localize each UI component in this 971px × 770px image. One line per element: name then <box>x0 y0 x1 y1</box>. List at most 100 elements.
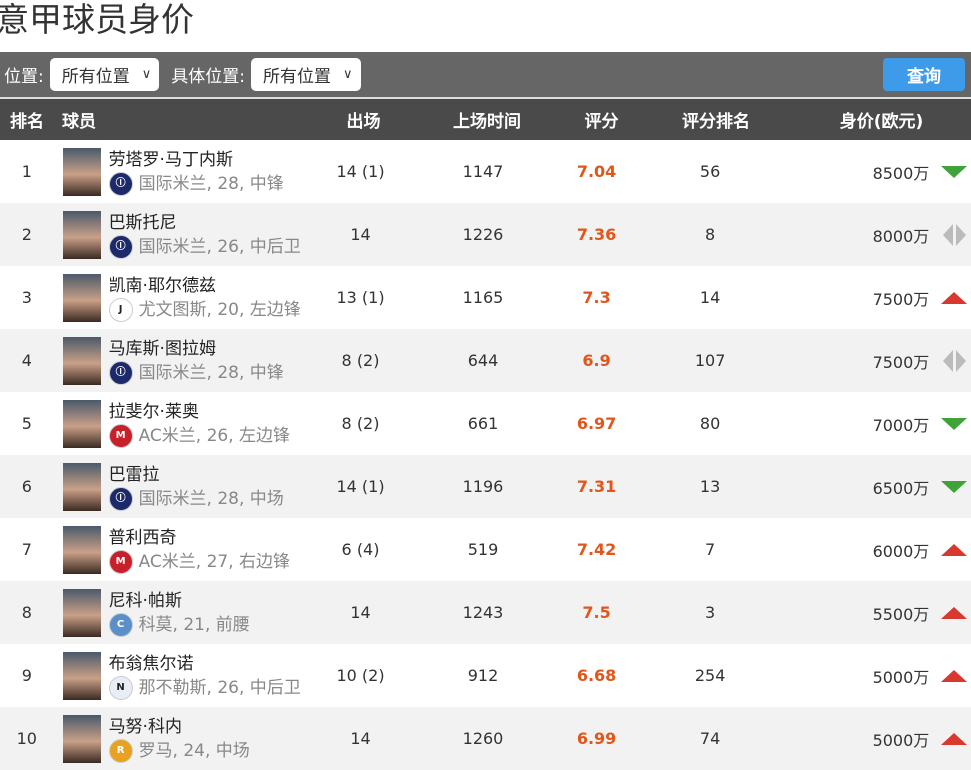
col-player[interactable]: 球员 <box>62 112 96 132</box>
trend-down-icon <box>941 480 968 493</box>
detail-position-select[interactable]: 所有位置 ∨ <box>250 58 361 91</box>
player-name[interactable]: 巴斯托尼 <box>108 212 177 233</box>
rating-rank: 13 <box>699 477 721 496</box>
table-body: 1 劳塔罗·马丁内斯 Ⓘ 国际米兰, 28, 中锋 14 (1) 1147 7.0… <box>0 140 971 770</box>
rating-rank: 56 <box>699 162 721 181</box>
player-photo <box>62 399 101 448</box>
rank: 1 <box>21 162 32 181</box>
trend-down-icon <box>941 417 968 430</box>
rank: 3 <box>21 288 32 307</box>
rating: 7.5 <box>582 603 611 622</box>
col-rank[interactable]: 排名 <box>10 112 44 132</box>
inter-logo-icon: Ⓘ <box>108 360 133 385</box>
appearances: 10 (2) <box>336 666 385 685</box>
filter-bar: 位置: 所有位置 ∨ 具体位置: 所有位置 ∨ 查询 <box>0 52 971 99</box>
rating-rank: 74 <box>699 729 721 748</box>
appearances: 8 (2) <box>341 351 380 370</box>
col-minutes[interactable]: 上场时间 <box>453 112 521 132</box>
roma-logo-icon: R <box>108 738 133 763</box>
detail-select-value: 所有位置 <box>262 67 331 87</box>
player-info: AC米兰, 27, 右边锋 <box>138 551 291 572</box>
market-value: 5000万 <box>872 730 930 750</box>
table-row[interactable]: 2 巴斯托尼 Ⓘ 国际米兰, 26, 中后卫 14 1226 7.36 8 800… <box>0 203 971 266</box>
table-row[interactable]: 5 拉斐尔·莱奥 M AC米兰, 26, 左边锋 8 (2) 661 6.97 8… <box>0 392 971 455</box>
player-name[interactable]: 普利西奇 <box>108 527 177 548</box>
table-row[interactable]: 10 马努·科内 R 罗马, 24, 中场 14 1260 6.99 74 500… <box>0 707 971 770</box>
page-title: 意甲球员身价 <box>0 0 194 39</box>
table-row[interactable]: 1 劳塔罗·马丁内斯 Ⓘ 国际米兰, 28, 中锋 14 (1) 1147 7.0… <box>0 140 971 203</box>
inter-logo-icon: Ⓘ <box>108 486 133 511</box>
appearances: 6 (4) <box>341 540 380 559</box>
player-name[interactable]: 巴雷拉 <box>108 464 160 485</box>
player-name[interactable]: 凯南·耶尔德兹 <box>108 275 216 296</box>
rank: 7 <box>21 540 32 559</box>
rating-rank: 14 <box>699 288 721 307</box>
player-info: 罗马, 24, 中场 <box>138 740 250 761</box>
detail-position-label: 具体位置: <box>171 67 245 87</box>
rating-rank: 80 <box>699 414 721 433</box>
appearances: 14 <box>350 225 371 244</box>
table-row[interactable]: 3 凯南·耶尔德兹 J 尤文图斯, 20, 左边锋 13 (1) 1165 7.3… <box>0 266 971 329</box>
player-photo <box>62 588 101 637</box>
appearances: 14 (1) <box>336 477 385 496</box>
player-cell: 巴斯托尼 Ⓘ 国际米兰, 26, 中后卫 <box>54 210 314 259</box>
player-photo <box>62 273 101 322</box>
rating: 7.3 <box>582 288 611 307</box>
appearances: 14 <box>350 729 371 748</box>
query-button[interactable]: 查询 <box>883 58 965 91</box>
col-rating[interactable]: 评分 <box>584 112 619 132</box>
minutes: 519 <box>467 540 499 559</box>
player-cell: 普利西奇 M AC米兰, 27, 右边锋 <box>54 525 314 574</box>
player-info: 国际米兰, 28, 中场 <box>138 488 284 509</box>
rating-rank: 8 <box>705 225 716 244</box>
milan-logo-icon: M <box>108 549 133 574</box>
player-photo <box>62 147 101 196</box>
table-row[interactable]: 7 普利西奇 M AC米兰, 27, 右边锋 6 (4) 519 7.42 7 6… <box>0 518 971 581</box>
trend-down-icon <box>941 165 968 178</box>
rank: 5 <box>21 414 32 433</box>
chevron-down-icon: ∨ <box>342 67 353 82</box>
player-photo <box>62 525 101 574</box>
player-photo <box>62 210 101 259</box>
rank: 4 <box>21 351 32 370</box>
player-cell: 布翁焦尔诺 N 那不勒斯, 26, 中后卫 <box>54 651 314 700</box>
player-name[interactable]: 劳塔罗·马丁内斯 <box>108 149 233 170</box>
market-value: 5500万 <box>872 604 930 624</box>
player-photo <box>62 714 101 763</box>
table-row[interactable]: 4 马库斯·图拉姆 Ⓘ 国际米兰, 28, 中锋 8 (2) 644 6.9 10… <box>0 329 971 392</box>
rank: 9 <box>21 666 32 685</box>
table-row[interactable]: 8 尼科·帕斯 C 科莫, 21, 前腰 14 1243 7.5 3 5500万 <box>0 581 971 644</box>
rank: 8 <box>21 603 32 622</box>
col-value[interactable]: 身价(欧元) <box>839 112 924 132</box>
minutes: 1147 <box>462 162 504 181</box>
juventus-logo-icon: J <box>108 297 133 322</box>
table-row[interactable]: 6 巴雷拉 Ⓘ 国际米兰, 28, 中场 14 (1) 1196 7.31 13 … <box>0 455 971 518</box>
rating-rank: 107 <box>694 351 726 370</box>
player-name[interactable]: 尼科·帕斯 <box>108 590 182 611</box>
trend-up-icon <box>941 291 968 304</box>
rating: 7.42 <box>576 540 617 559</box>
rating-rank: 3 <box>705 603 716 622</box>
appearances: 8 (2) <box>341 414 380 433</box>
rating: 6.99 <box>576 729 617 748</box>
appearances: 13 (1) <box>336 288 385 307</box>
trend-up-icon <box>941 606 968 619</box>
minutes: 1226 <box>462 225 504 244</box>
player-cell: 拉斐尔·莱奥 M AC米兰, 26, 左边锋 <box>54 399 314 448</box>
player-name[interactable]: 马努·科内 <box>108 716 182 737</box>
market-value: 8000万 <box>872 226 930 246</box>
inter-logo-icon: Ⓘ <box>108 171 133 196</box>
rating: 7.31 <box>576 477 617 496</box>
col-appearances[interactable]: 出场 <box>346 112 381 132</box>
chevron-down-icon: ∨ <box>141 67 152 82</box>
col-rating-rank[interactable]: 评分排名 <box>682 112 750 132</box>
table-row[interactable]: 9 布翁焦尔诺 N 那不勒斯, 26, 中后卫 10 (2) 912 6.68 2… <box>0 644 971 707</box>
player-name[interactable]: 拉斐尔·莱奥 <box>108 401 199 422</box>
player-name[interactable]: 布翁焦尔诺 <box>108 653 194 674</box>
market-value: 7000万 <box>872 415 930 435</box>
player-name[interactable]: 马库斯·图拉姆 <box>108 338 216 359</box>
como-logo-icon: C <box>108 612 133 637</box>
position-select[interactable]: 所有位置 ∨ <box>49 58 160 91</box>
market-value: 5000万 <box>872 667 930 687</box>
rank: 10 <box>16 729 37 748</box>
